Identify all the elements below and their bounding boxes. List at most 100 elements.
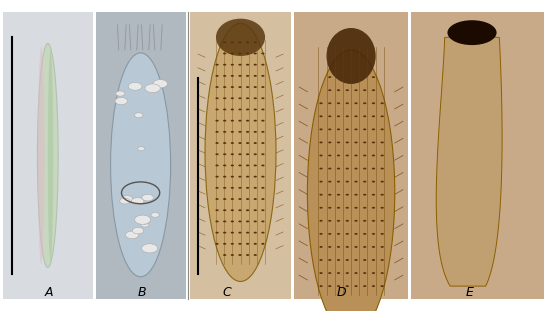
Circle shape bbox=[253, 232, 257, 234]
Circle shape bbox=[253, 86, 257, 88]
Circle shape bbox=[253, 41, 257, 43]
Circle shape bbox=[381, 285, 384, 287]
Ellipse shape bbox=[37, 44, 58, 267]
Circle shape bbox=[363, 207, 366, 209]
Circle shape bbox=[142, 220, 149, 224]
Circle shape bbox=[319, 128, 323, 130]
Circle shape bbox=[215, 165, 219, 166]
Circle shape bbox=[215, 109, 219, 110]
Circle shape bbox=[215, 120, 219, 122]
Circle shape bbox=[262, 97, 264, 99]
Circle shape bbox=[346, 220, 349, 222]
Circle shape bbox=[253, 176, 257, 178]
Circle shape bbox=[328, 115, 331, 117]
Circle shape bbox=[328, 207, 331, 209]
Circle shape bbox=[253, 109, 257, 110]
Circle shape bbox=[246, 187, 249, 189]
Circle shape bbox=[262, 243, 264, 245]
Circle shape bbox=[381, 259, 384, 261]
Circle shape bbox=[319, 272, 323, 274]
Circle shape bbox=[372, 115, 375, 117]
Circle shape bbox=[319, 142, 323, 143]
Circle shape bbox=[363, 220, 366, 222]
Circle shape bbox=[328, 285, 331, 287]
Circle shape bbox=[262, 220, 264, 222]
Circle shape bbox=[363, 285, 366, 287]
Circle shape bbox=[328, 220, 331, 222]
Ellipse shape bbox=[48, 50, 54, 261]
Circle shape bbox=[363, 168, 366, 169]
Circle shape bbox=[238, 86, 242, 88]
Circle shape bbox=[372, 272, 375, 274]
Circle shape bbox=[372, 168, 375, 169]
Circle shape bbox=[337, 207, 340, 209]
Circle shape bbox=[238, 64, 242, 66]
Circle shape bbox=[381, 155, 384, 156]
Circle shape bbox=[337, 233, 340, 235]
Circle shape bbox=[223, 109, 227, 110]
Circle shape bbox=[346, 142, 349, 143]
Circle shape bbox=[246, 220, 249, 222]
Circle shape bbox=[246, 131, 249, 133]
Circle shape bbox=[346, 63, 349, 65]
Circle shape bbox=[253, 187, 257, 189]
Circle shape bbox=[138, 147, 145, 151]
Circle shape bbox=[253, 243, 257, 245]
Circle shape bbox=[215, 176, 219, 178]
Circle shape bbox=[346, 259, 349, 261]
Text: B: B bbox=[138, 285, 146, 299]
Circle shape bbox=[238, 142, 242, 144]
Ellipse shape bbox=[110, 53, 170, 277]
Circle shape bbox=[223, 220, 227, 222]
Circle shape bbox=[381, 115, 384, 117]
Circle shape bbox=[246, 243, 249, 245]
Circle shape bbox=[372, 181, 375, 183]
Text: D: D bbox=[336, 285, 346, 299]
Circle shape bbox=[223, 198, 227, 200]
Circle shape bbox=[337, 155, 340, 156]
Circle shape bbox=[319, 168, 323, 169]
Circle shape bbox=[262, 209, 264, 211]
Circle shape bbox=[215, 198, 219, 200]
Ellipse shape bbox=[216, 19, 265, 56]
Circle shape bbox=[238, 176, 242, 178]
Circle shape bbox=[246, 53, 249, 54]
Text: E: E bbox=[466, 285, 473, 299]
Circle shape bbox=[328, 194, 331, 196]
Circle shape bbox=[328, 76, 331, 78]
Circle shape bbox=[354, 128, 358, 130]
Circle shape bbox=[363, 233, 366, 235]
Circle shape bbox=[231, 109, 234, 110]
Circle shape bbox=[363, 63, 366, 65]
Circle shape bbox=[262, 176, 264, 178]
Circle shape bbox=[337, 259, 340, 261]
Circle shape bbox=[354, 76, 358, 78]
Circle shape bbox=[372, 128, 375, 130]
Circle shape bbox=[238, 198, 242, 200]
Ellipse shape bbox=[327, 28, 376, 84]
Circle shape bbox=[346, 246, 349, 248]
Circle shape bbox=[215, 187, 219, 189]
Circle shape bbox=[246, 142, 249, 144]
Circle shape bbox=[319, 285, 323, 287]
Circle shape bbox=[381, 233, 384, 235]
Circle shape bbox=[363, 115, 366, 117]
Circle shape bbox=[253, 220, 257, 222]
FancyBboxPatch shape bbox=[190, 12, 291, 299]
Circle shape bbox=[262, 120, 264, 122]
Circle shape bbox=[223, 243, 227, 245]
Circle shape bbox=[223, 254, 227, 256]
Circle shape bbox=[354, 272, 358, 274]
Circle shape bbox=[337, 168, 340, 169]
Circle shape bbox=[262, 64, 264, 66]
Circle shape bbox=[262, 232, 264, 234]
Circle shape bbox=[337, 128, 340, 130]
Circle shape bbox=[145, 84, 161, 93]
Circle shape bbox=[253, 75, 257, 77]
Circle shape bbox=[223, 165, 227, 166]
Circle shape bbox=[372, 246, 375, 248]
Circle shape bbox=[328, 168, 331, 169]
Circle shape bbox=[231, 153, 234, 155]
Circle shape bbox=[337, 76, 340, 78]
Circle shape bbox=[120, 198, 130, 204]
